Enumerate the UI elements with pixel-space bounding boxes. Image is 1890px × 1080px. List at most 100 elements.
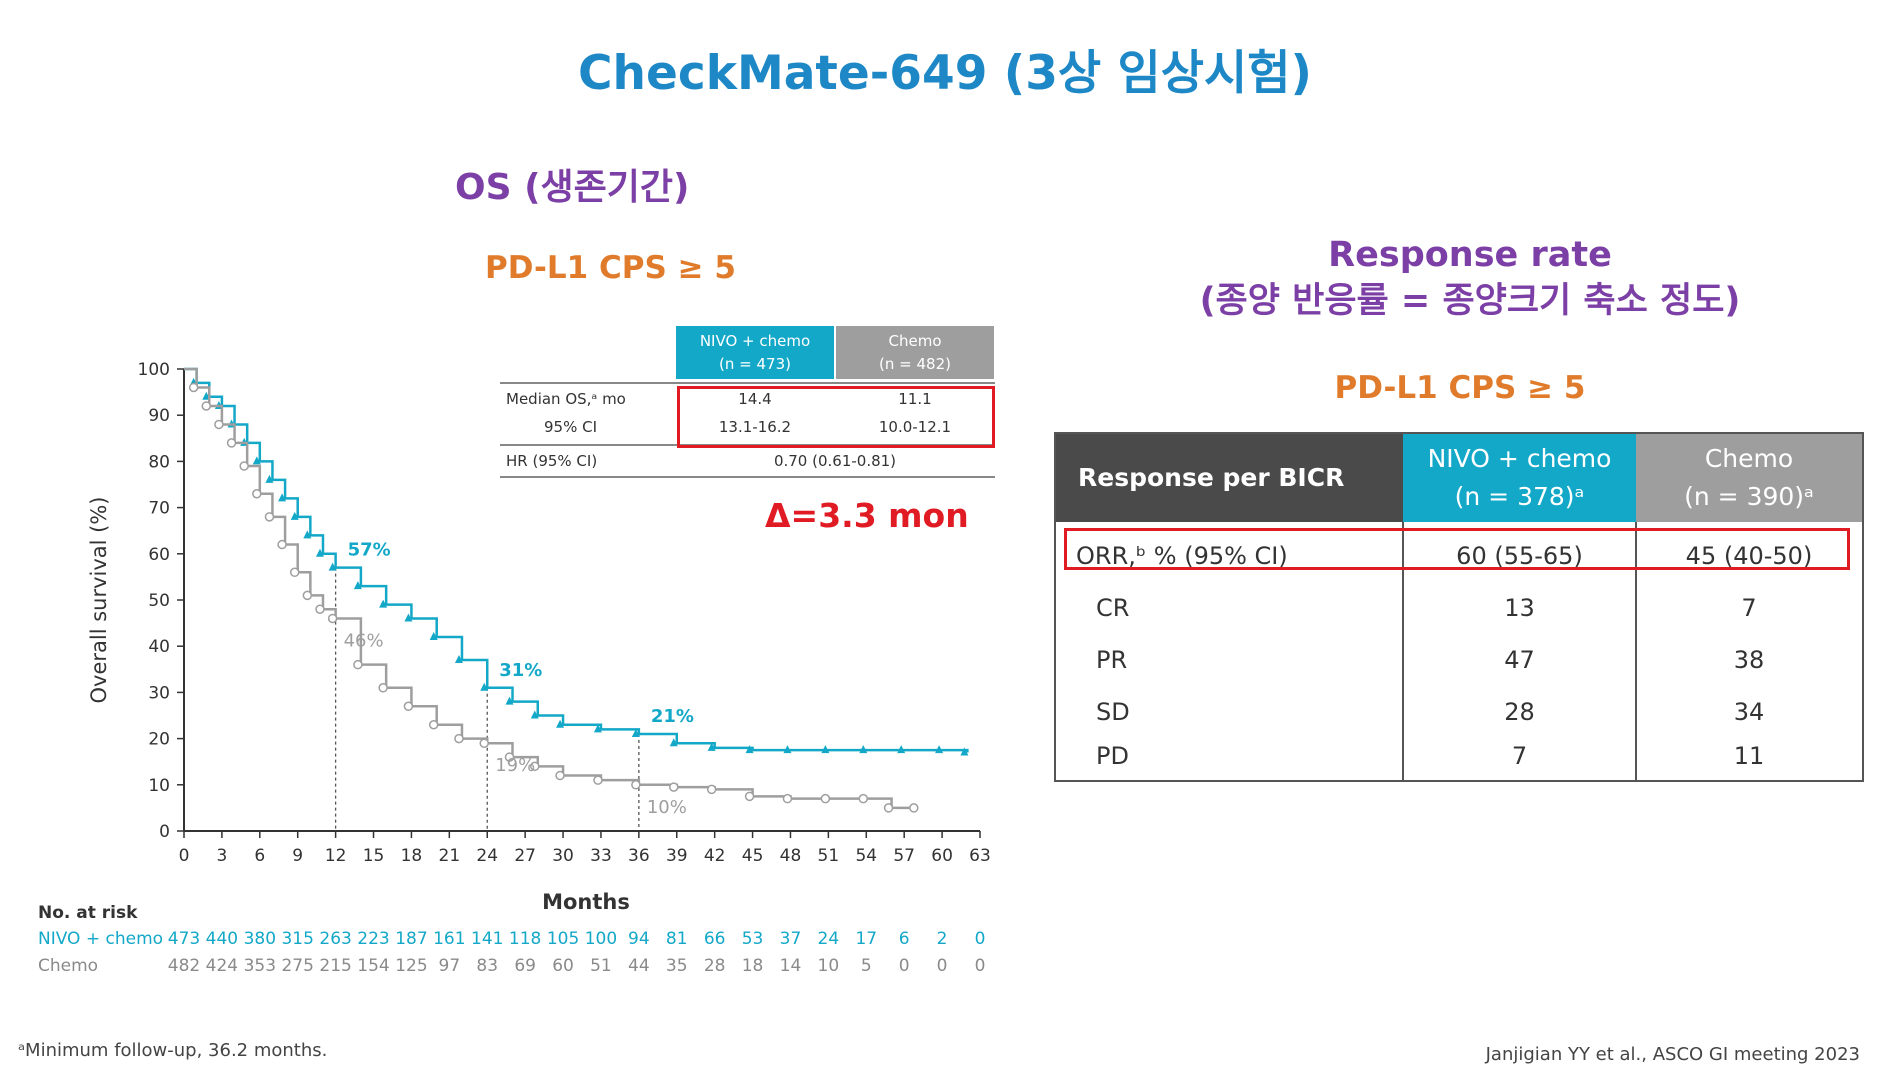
- risk-nivo-value: 187: [395, 929, 428, 949]
- risk-chemo-value: 14: [779, 956, 802, 976]
- chemo-censor-mark: [858, 793, 869, 804]
- delta-annotation: Δ=3.3 mon: [765, 496, 969, 535]
- nivo-censor-mark: [480, 682, 489, 691]
- chemo-censor-mark: [782, 793, 793, 804]
- y-tick-label: 40: [148, 637, 170, 657]
- column-divider: [1635, 522, 1637, 780]
- x-tick-label: 27: [514, 846, 536, 866]
- nivo-censor-mark: [530, 710, 539, 719]
- y-tick-label: 10: [148, 776, 170, 796]
- nivo-censor-mark: [556, 719, 565, 728]
- x-tick-label: 57: [893, 846, 915, 866]
- nivo-censor-mark: [821, 745, 830, 754]
- nivo-censor-mark: [429, 631, 438, 640]
- median-os-header-chemo-line1: Chemo: [888, 332, 942, 350]
- y-tick-label: 60: [148, 545, 170, 565]
- nivo-censor-mark: [404, 613, 413, 622]
- risk-nivo-value: 315: [281, 929, 314, 949]
- risk-nivo-value: 37: [779, 929, 802, 949]
- table-row: CR 13 7: [1056, 582, 1862, 634]
- y-tick-label: 80: [148, 452, 170, 472]
- table-row: PR 47 38: [1056, 634, 1862, 686]
- nivo-censor-mark: [379, 599, 388, 608]
- chemo-annotation-label: 46%: [344, 630, 384, 651]
- ci-chemo: 10.0-12.1: [878, 418, 952, 436]
- nivo-censor-mark: [265, 474, 274, 483]
- row-label: ORR,ᵇ % (95% CI): [1076, 542, 1288, 570]
- chemo-censor-mark: [226, 438, 237, 448]
- y-tick-label: 50: [148, 591, 170, 611]
- nivo-censor-mark: [745, 745, 754, 754]
- nivo-censor-mark: [783, 745, 792, 754]
- risk-nivo-value: 118: [508, 929, 542, 949]
- risk-nivo-value: 100: [584, 929, 618, 949]
- nivo-annotation-label: 31%: [499, 660, 542, 681]
- ci-row: 95% CI 13.1-16.2 10.0-12.1: [500, 412, 995, 442]
- row-label: CR: [1096, 594, 1130, 622]
- response-rate-title: Response rate (종양 반응률 = 종양크기 축소 정도): [1080, 232, 1860, 324]
- hr-value: 0.70 (0.61-0.81): [773, 452, 897, 470]
- chemo-censor-mark: [909, 803, 919, 813]
- x-tick-label: 51: [818, 846, 840, 866]
- row-nivo: 60 (55-65): [1456, 542, 1583, 570]
- x-tick-label: 42: [704, 846, 726, 866]
- chemo-censor-mark: [239, 461, 249, 471]
- y-tick-label: 100: [138, 360, 170, 380]
- row-chemo: 11: [1733, 742, 1765, 770]
- risk-nivo-value: 0: [974, 929, 986, 949]
- risk-chemo-value: 28: [703, 956, 726, 976]
- chemo-censor-mark: [555, 770, 565, 781]
- x-tick-label: 36: [628, 846, 650, 866]
- median-os-row: Median OS,ᵃ mo 14.4 11.1: [500, 382, 995, 414]
- nivo-censor-mark: [315, 548, 324, 557]
- nivo-censor-mark: [897, 745, 906, 754]
- x-tick-label: 12: [325, 846, 347, 866]
- risk-nivo-value: 141: [471, 929, 504, 949]
- x-tick-label: 54: [855, 846, 877, 866]
- os-panel-title: OS (생존기간): [455, 167, 690, 208]
- nivo-series-line: [184, 367, 969, 753]
- nivo-censor-mark: [328, 562, 337, 571]
- median-os-header-nivo: NIVO + chemo (n = 473): [676, 326, 834, 379]
- nivo-censor-mark: [252, 456, 261, 465]
- risk-chemo-value: 275: [281, 956, 314, 976]
- risk-chemo-value: 353: [243, 956, 277, 976]
- os-subgroup-label: PD-L1 CPS ≥ 5: [485, 250, 736, 286]
- x-tick-label: 21: [439, 846, 461, 866]
- risk-chemo-value: 5: [860, 956, 872, 976]
- risk-chemo-value: 125: [395, 956, 428, 976]
- risk-chemo-value: 10: [817, 956, 840, 976]
- x-tick-label: 60: [931, 846, 953, 866]
- risk-nivo-value: 380: [243, 929, 277, 949]
- chemo-censor-mark: [454, 733, 464, 744]
- median-os-header-chemo: Chemo (n = 482): [836, 326, 994, 379]
- km-chart: 0 3 6 9 12 15 18 21 24 27 30 33 36 39 42 45 48 51 54 57 60 63…: [87, 360, 991, 914]
- risk-nivo-value: 263: [319, 929, 352, 949]
- nivo-censor-mark: [935, 745, 944, 754]
- row-nivo: 47: [1504, 646, 1535, 674]
- response-header-chemo-line1: Chemo: [1704, 444, 1794, 473]
- chemo-series-line: [184, 367, 917, 810]
- chemo-censor-mark: [883, 803, 894, 813]
- chemo-annotation-label: 10%: [647, 797, 687, 818]
- nivo-annotation-label: 21%: [651, 706, 694, 727]
- footnote: ᵃMinimum follow-up, 36.2 months.: [18, 1040, 328, 1061]
- risk-nivo-value: 17: [855, 929, 878, 949]
- x-tick-label: 3: [216, 846, 227, 866]
- row-label: PD: [1096, 742, 1129, 770]
- risk-chemo-value: 97: [438, 956, 461, 976]
- chart-annotations: 57% 46% 31% 19% 21% 10%: [344, 540, 694, 818]
- risk-nivo-value: 94: [628, 929, 650, 949]
- chemo-censor-mark: [327, 613, 338, 624]
- y-tick-label: 70: [148, 499, 170, 519]
- risk-chemo-value: 424: [205, 956, 239, 976]
- x-tick-label: 24: [476, 846, 498, 866]
- chemo-censor-mark: [744, 791, 755, 802]
- row-nivo: 7: [1511, 742, 1528, 770]
- risk-nivo-value: 473: [167, 929, 201, 949]
- chemo-censor-mark: [289, 567, 300, 578]
- x-tick-label: 0: [179, 846, 190, 866]
- nivo-censor-mark: [505, 696, 514, 705]
- chart-axes: 0 3 6 9 12 15 18 21 24 27 30 33 36 39 42 45 48 51 54 57 60 63…: [138, 360, 991, 866]
- chemo-censor-mark: [201, 401, 212, 411]
